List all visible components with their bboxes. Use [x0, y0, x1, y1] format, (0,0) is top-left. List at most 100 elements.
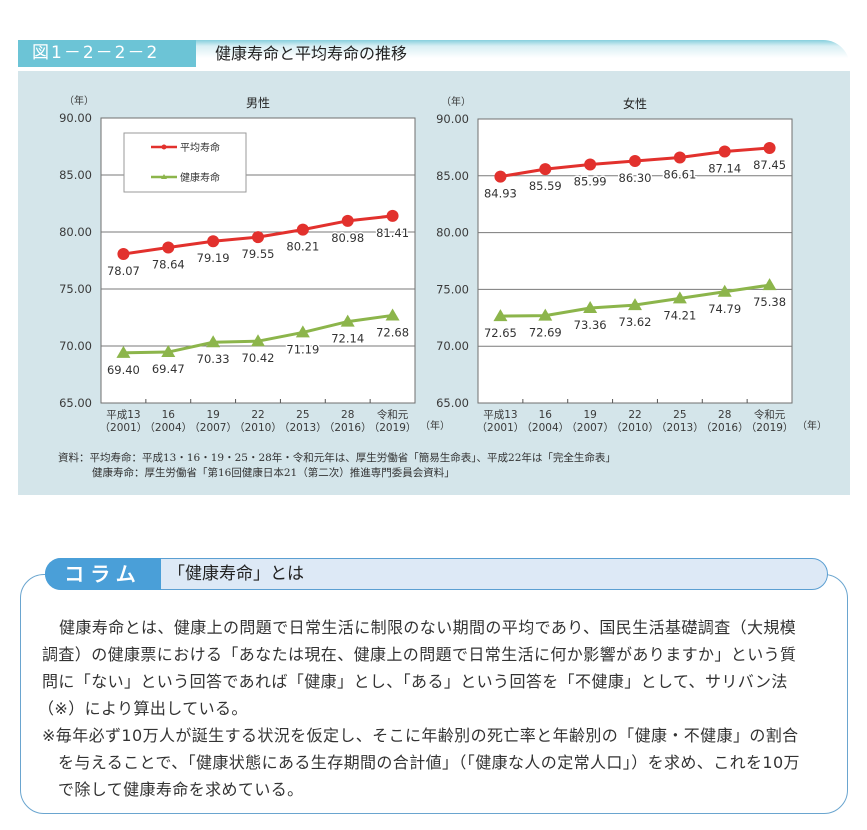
data-label: 79.55: [242, 247, 275, 261]
y-axis-unit: （年）: [441, 95, 471, 108]
column-box: [20, 574, 848, 814]
data-label: 72.69: [529, 326, 562, 340]
column-paragraph-line: 調査）の健康票における「あなたは現在、健康上の問題で日常生活に何か影響があります…: [42, 645, 797, 664]
data-point: [162, 241, 175, 254]
data-point: [295, 325, 310, 338]
data-label: 86.61: [663, 168, 696, 182]
x-tick-label-era: 19: [583, 409, 596, 421]
x-tick-label-era: 25: [296, 409, 309, 421]
data-point: [673, 151, 686, 164]
x-tick-label-era: 16: [162, 409, 176, 421]
source-line-2: 健康寿命：厚生労働省「第16回健康日本21（第二次）推進専門委員会資料」: [92, 465, 455, 480]
data-label: 72.68: [376, 325, 409, 339]
column-note-line: ※毎年必ず10万人が誕生する状況を仮定し、そこに年齢別の死亡率と年齢別の「健康・…: [42, 726, 799, 745]
y-tick-label: 65.00: [59, 396, 92, 410]
data-label: 87.14: [708, 161, 741, 175]
y-tick-label: 70.00: [59, 339, 92, 353]
source-line-1: 資料：平均寿命：平成13・16・19・25・28年・令和元年は、厚生労働省「簡易…: [58, 450, 616, 465]
x-tick-label-year: （2019）: [369, 422, 417, 434]
data-point: [717, 284, 732, 297]
column-paragraph-line: （※）により算出している。: [38, 699, 248, 718]
y-tick-label: 65.00: [436, 396, 469, 410]
data-point: [629, 155, 641, 168]
y-tick-label: 75.00: [436, 282, 469, 296]
y-tick-label: 90.00: [59, 111, 92, 125]
data-label: 78.07: [107, 264, 140, 278]
data-point: [493, 309, 508, 322]
data-label: 79.19: [197, 251, 230, 265]
data-label: 84.93: [484, 187, 517, 201]
source-text-healthy: 健康寿命：厚生労働省「第16回健康日本21（第二次）推進専門委員会資料」: [92, 467, 455, 479]
x-tick-label-year: （2001）: [477, 422, 525, 434]
column-paragraph-line: 健康寿命とは、健康上の問題で日常生活に制限のない期間の平均であり、国民生活基礎調…: [59, 618, 797, 637]
figure-title: 健康寿命と平均寿命の推移: [215, 44, 408, 63]
data-point: [117, 248, 130, 261]
x-tick-label-year: （2013）: [279, 422, 327, 434]
source-prefix: 資料：: [58, 452, 90, 464]
data-label: 72.14: [331, 332, 364, 346]
data-label: 75.38: [753, 295, 786, 309]
legend-label: 健康寿命: [180, 171, 220, 184]
x-tick-label-year: （2007）: [566, 422, 614, 434]
data-point: [628, 298, 642, 311]
data-label: 71.19: [286, 342, 319, 356]
data-label: 70.33: [197, 352, 230, 366]
series-average-lifespan: 78.07 78.64 79.19 79.55 80.21 80.98 81.41: [105, 209, 411, 280]
series-healthy-lifespan: 69.40 69.47 70.33 70.42 71.19 72.14 72.68: [105, 308, 411, 378]
data-point: [763, 141, 776, 154]
x-tick-label-year: （2004）: [144, 422, 192, 434]
data-point: [206, 335, 221, 348]
data-point: [494, 170, 507, 183]
legend-label: 平均寿命: [180, 141, 220, 154]
data-point: [539, 163, 552, 176]
column-note-line: を与えることで、「健康状態にある生存期間の合計値」（「健康な人の定常人口」）を求…: [58, 753, 800, 772]
data-label: 73.62: [619, 315, 652, 329]
column-paragraph-line: 問に「ない」という回答であれば「健康」とし、「ある」という回答を「不健康」として…: [42, 672, 788, 691]
data-point: [583, 301, 598, 314]
y-tick-label: 85.00: [59, 168, 92, 182]
column-header: [45, 558, 828, 590]
series-healthy-lifespan: 72.65 72.69 73.36 73.62 74.21 74.79 75.38: [482, 278, 788, 342]
legend-marker: [161, 144, 167, 150]
y-axis-unit: （年）: [64, 94, 94, 107]
y-tick-label: 75.00: [59, 282, 92, 296]
data-point: [762, 278, 777, 291]
data-label: 74.21: [663, 308, 696, 322]
data-label: 81.41: [376, 226, 409, 240]
data-label: 87.45: [753, 158, 786, 172]
data-label: 85.99: [574, 175, 607, 189]
figure-title-bar: [196, 40, 850, 67]
data-label: 78.64: [152, 258, 185, 272]
chart-title: 女性: [623, 96, 647, 111]
figure-number-label: 図1－2－2－2: [18, 40, 196, 67]
data-point: [340, 314, 355, 327]
data-point: [116, 345, 131, 358]
x-tick-label-year: （2013）: [656, 422, 704, 434]
x-axis-unit: （年）: [797, 419, 827, 432]
x-tick-label-year: （2016）: [324, 422, 372, 434]
data-point: [385, 308, 400, 321]
chart-title: 男性: [246, 96, 270, 110]
column-badge: コラム: [45, 558, 161, 590]
series-average-lifespan: 84.93 85.59 85.99 86.30 86.61 87.14 87.45: [482, 141, 788, 202]
data-point: [296, 223, 309, 236]
legend-box: [123, 132, 247, 193]
data-label: 86.30: [619, 171, 652, 185]
x-tick-label-era: 令和元: [377, 408, 409, 421]
x-tick-label-year: （2016）: [701, 422, 749, 434]
x-tick-label-year: （2007）: [189, 422, 237, 434]
y-tick-label: 70.00: [436, 339, 469, 353]
data-label: 73.36: [574, 318, 607, 332]
data-point: [584, 158, 597, 171]
x-tick-label-era: 令和元: [754, 408, 786, 421]
data-label: 70.42: [242, 351, 275, 365]
x-tick-label-era: 28: [341, 409, 354, 421]
y-tick-label: 85.00: [436, 169, 469, 183]
x-tick-label-era: 16: [539, 409, 553, 421]
x-tick-label-era: 22: [628, 409, 641, 421]
data-point: [161, 345, 176, 358]
